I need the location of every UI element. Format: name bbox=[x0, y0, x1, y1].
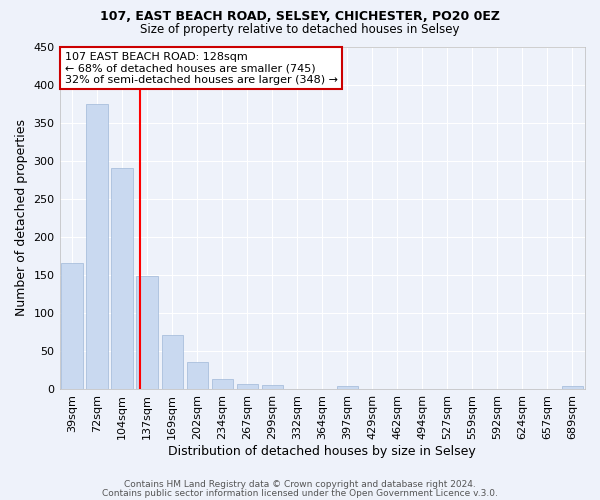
Y-axis label: Number of detached properties: Number of detached properties bbox=[15, 119, 28, 316]
Text: 107 EAST BEACH ROAD: 128sqm
← 68% of detached houses are smaller (745)
32% of se: 107 EAST BEACH ROAD: 128sqm ← 68% of det… bbox=[65, 52, 338, 85]
Bar bbox=[136, 276, 158, 389]
Bar bbox=[187, 362, 208, 389]
Bar bbox=[212, 379, 233, 389]
Bar bbox=[236, 384, 258, 389]
Text: Contains public sector information licensed under the Open Government Licence v.: Contains public sector information licen… bbox=[102, 488, 498, 498]
Bar bbox=[86, 104, 108, 389]
Text: Contains HM Land Registry data © Crown copyright and database right 2024.: Contains HM Land Registry data © Crown c… bbox=[124, 480, 476, 489]
Bar bbox=[337, 386, 358, 389]
Bar bbox=[262, 385, 283, 389]
X-axis label: Distribution of detached houses by size in Selsey: Distribution of detached houses by size … bbox=[169, 444, 476, 458]
Bar bbox=[161, 335, 183, 389]
Text: 107, EAST BEACH ROAD, SELSEY, CHICHESTER, PO20 0EZ: 107, EAST BEACH ROAD, SELSEY, CHICHESTER… bbox=[100, 10, 500, 23]
Bar bbox=[562, 386, 583, 389]
Text: Size of property relative to detached houses in Selsey: Size of property relative to detached ho… bbox=[140, 22, 460, 36]
Bar bbox=[112, 168, 133, 389]
Bar bbox=[61, 264, 83, 389]
